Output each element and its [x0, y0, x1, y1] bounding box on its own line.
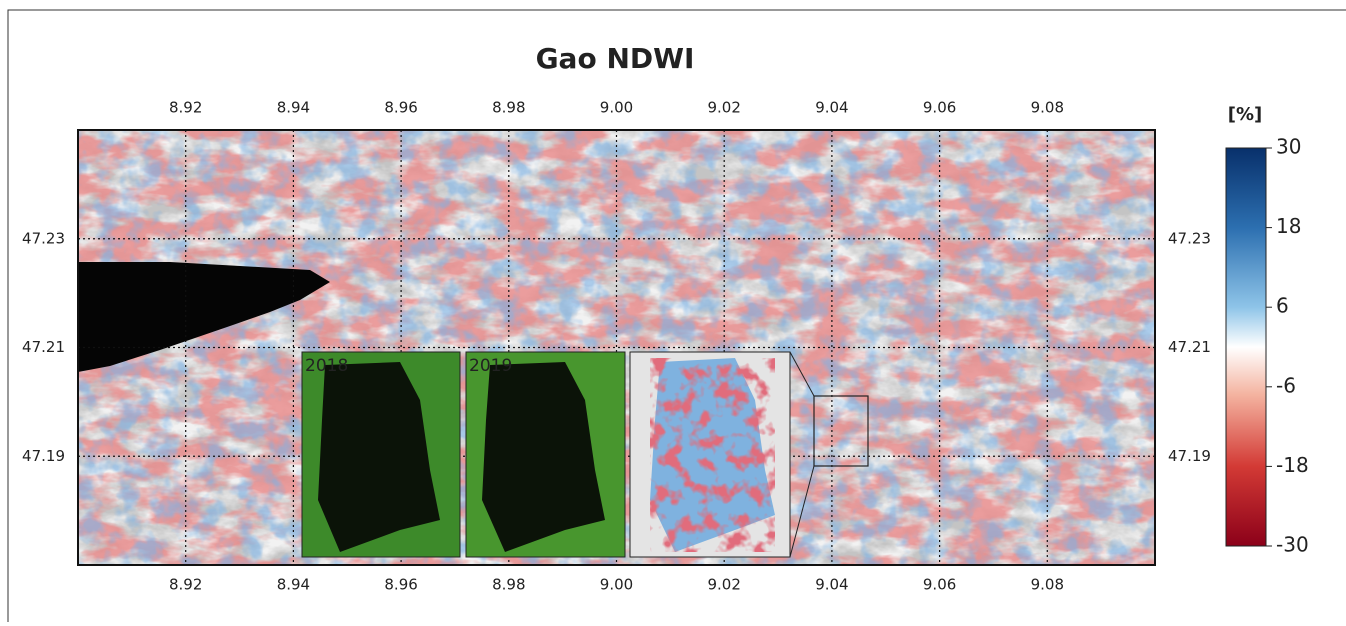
x-tick-label: 9.00: [600, 99, 633, 117]
colorbar-tick-label: -30: [1276, 533, 1309, 557]
x-tick-label: 8.98: [492, 99, 525, 117]
y-tick-label: 47.23: [22, 229, 65, 247]
x-tick-label: 9.08: [1031, 99, 1064, 117]
x-tick-label: 9.06: [923, 576, 956, 594]
inset-2018: 2018: [302, 352, 460, 557]
colorbar: [1226, 148, 1266, 546]
colorbar-tick-label: 18: [1276, 214, 1301, 238]
y-tick-label: 47.21: [22, 338, 65, 356]
inset-label: 2018: [305, 356, 348, 376]
colorbar-tick-label: 6: [1276, 294, 1289, 318]
x-tick-label: 8.92: [169, 99, 202, 117]
y-tick-label: 47.23: [1168, 229, 1211, 247]
colorbar-tick-label: -6: [1276, 373, 1296, 397]
x-tick-label: 8.96: [384, 576, 417, 594]
x-tick-label: 9.02: [707, 99, 740, 117]
colorbar-tick-label: 30: [1276, 135, 1301, 159]
x-tick-label: 9.06: [923, 99, 956, 117]
x-tick-label: 8.94: [277, 99, 310, 117]
x-tick-label: 8.96: [384, 99, 417, 117]
x-tick-label: 9.00: [600, 576, 633, 594]
inset-2019: 2019: [466, 352, 625, 557]
y-tick-label: 47.21: [1168, 338, 1211, 356]
inset-label: 2019: [469, 356, 512, 376]
title: Gao NDWI: [536, 42, 695, 75]
colorbar-tick-label: -18: [1276, 453, 1309, 477]
colorbar-label: [%]: [1228, 104, 1263, 125]
inset-ndwi: [630, 352, 790, 557]
x-tick-label: 9.04: [815, 99, 848, 117]
x-tick-label: 9.04: [815, 576, 848, 594]
x-tick-label: 9.08: [1031, 576, 1064, 594]
x-tick-label: 8.98: [492, 576, 525, 594]
y-tick-label: 47.19: [22, 447, 65, 465]
x-tick-label: 8.94: [277, 576, 310, 594]
x-tick-label: 9.02: [707, 576, 740, 594]
figure: Gao NDWI 8.92 8.92 8.94 8.94 8.96 8.96 8.98 8.9…: [0, 0, 1346, 622]
y-tick-label: 47.19: [1168, 447, 1211, 465]
x-tick-label: 8.92: [169, 576, 202, 594]
